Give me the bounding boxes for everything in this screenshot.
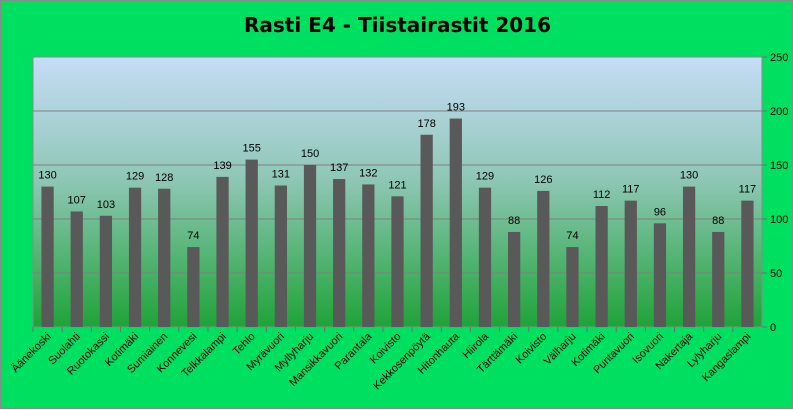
- data-label: 74: [566, 230, 578, 242]
- data-label: 96: [654, 206, 666, 218]
- x-tick-label: Tehlo: [231, 331, 258, 358]
- bar: [566, 247, 579, 327]
- data-labels: 130 107 103 129 128 74 139 155 131 150 137 132 121 17…: [38, 102, 756, 243]
- bar: [682, 186, 696, 327]
- data-label: 121: [388, 179, 406, 191]
- bar: [624, 200, 637, 327]
- bar: [653, 223, 667, 327]
- data-label: 131: [272, 169, 290, 181]
- x-tick-label: Äänekoski: [9, 331, 53, 375]
- bar: [303, 165, 317, 327]
- data-label: 130: [680, 170, 698, 182]
- y-tick-label: 0: [770, 322, 776, 334]
- x-axis-ticks: ÄänekoskiSuolahtiRuotokassiKotimäkiSumia…: [9, 327, 754, 392]
- data-label: 193: [447, 102, 465, 114]
- bars: [41, 118, 754, 327]
- data-label: 117: [739, 184, 757, 196]
- data-label: 117: [622, 184, 640, 196]
- bar: [595, 206, 608, 327]
- bar: [420, 134, 433, 327]
- bar: [333, 179, 346, 327]
- data-label: 178: [417, 118, 435, 130]
- data-label: 137: [330, 162, 348, 174]
- bar: [741, 200, 754, 327]
- data-label: 88: [508, 215, 520, 227]
- data-label: 128: [155, 172, 173, 184]
- data-label: 150: [301, 148, 319, 160]
- y-tick-label: 100: [770, 214, 788, 226]
- data-label: 155: [243, 143, 261, 155]
- y-tick-label: 200: [770, 106, 788, 118]
- data-label: 132: [359, 167, 377, 179]
- bar: [362, 184, 375, 327]
- data-label: 139: [213, 160, 231, 172]
- y-tick-label: 150: [770, 160, 788, 172]
- data-label: 129: [476, 171, 494, 183]
- y-tick-label: 50: [770, 268, 782, 280]
- bar: [508, 231, 521, 327]
- bar: [478, 187, 492, 327]
- bar: [158, 188, 171, 327]
- bar: [41, 186, 54, 327]
- data-label: 107: [68, 194, 86, 206]
- y-tick-label: 250: [770, 52, 788, 64]
- data-label: 130: [38, 170, 56, 182]
- bar: [245, 159, 258, 327]
- data-label: 88: [712, 215, 724, 227]
- bar: [128, 187, 142, 327]
- bar: [391, 196, 404, 327]
- data-label: 103: [97, 199, 115, 211]
- y-axis-ticks: 0 50 100 150 200 250: [770, 52, 788, 334]
- bar: [274, 185, 287, 327]
- bar: [187, 247, 200, 327]
- bar: [712, 231, 725, 327]
- bar: [449, 118, 462, 327]
- bar: [70, 211, 83, 327]
- data-label: 129: [126, 171, 144, 183]
- bar: [99, 215, 113, 327]
- data-label: 74: [187, 230, 199, 242]
- data-label: 126: [534, 174, 552, 186]
- data-label: 112: [593, 189, 611, 201]
- bar: [537, 190, 550, 327]
- bar: [216, 176, 229, 327]
- chart-title: Rasti E4 - Tiistairastit 2016: [243, 13, 552, 37]
